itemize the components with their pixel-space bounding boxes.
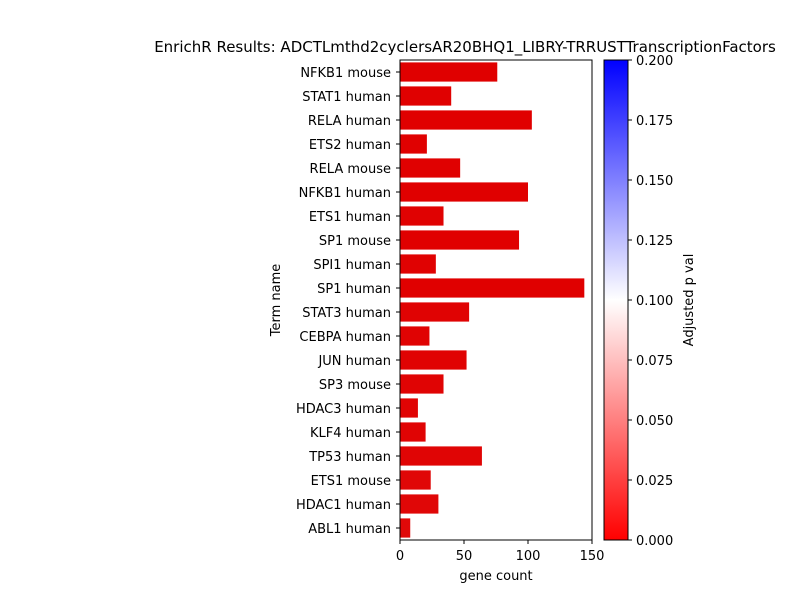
colorbar-tick-label: 0.000 (636, 534, 673, 549)
bar (400, 254, 436, 274)
bar (400, 206, 444, 226)
y-tick-label: SPI1 human (313, 258, 391, 273)
y-tick-label: KLF4 human (310, 426, 391, 441)
bar (400, 398, 418, 418)
y-tick-label: TP53 human (308, 450, 391, 465)
x-tick-label: 50 (456, 549, 473, 564)
bar (400, 470, 431, 490)
y-tick-label: ETS1 mouse (311, 474, 391, 489)
colorbar-tick-label: 0.125 (636, 234, 673, 249)
y-tick-label: JUN human (317, 354, 391, 369)
x-axis-ticks: 0 50 100 150 (396, 540, 605, 564)
y-tick-label: RELA human (308, 114, 391, 129)
x-tick-label: 150 (580, 549, 605, 564)
y-axis-ticks: NFKB1 mouse STAT1 human RELA human ETS2 hum… (296, 66, 400, 537)
colorbar-tick-label: 0.100 (636, 294, 673, 309)
bar (400, 422, 426, 442)
bar (400, 518, 411, 538)
bar (400, 182, 528, 202)
bar (400, 278, 585, 298)
colorbar-tick-label: 0.175 (636, 114, 673, 129)
bar (400, 230, 520, 250)
bar (400, 374, 444, 394)
colorbar-tick-label: 0.050 (636, 414, 673, 429)
y-axis-label: Term name (269, 264, 284, 338)
y-tick-label: ETS2 human (309, 138, 391, 153)
y-tick-label: STAT1 human (302, 90, 391, 105)
y-tick-label: RELA mouse (310, 162, 391, 177)
colorbar (603, 59, 629, 541)
bar (400, 110, 532, 130)
bar (400, 446, 482, 466)
y-tick-label: SP1 human (317, 282, 391, 297)
y-tick-label: SP1 mouse (319, 234, 391, 249)
colorbar-tick-label: 0.200 (636, 54, 673, 69)
x-tick-label: 100 (516, 549, 541, 564)
colorbar-tick-label: 0.075 (636, 354, 673, 369)
colorbar-label: Adjusted p val (682, 254, 697, 347)
colorbar-tick-label: 0.150 (636, 174, 673, 189)
bar (400, 86, 452, 106)
y-tick-label: ABL1 human (308, 522, 391, 537)
bars (400, 62, 585, 538)
bar (400, 62, 498, 82)
y-tick-label: SP3 mouse (319, 378, 391, 393)
x-tick-label: 0 (396, 549, 404, 564)
y-tick-label: STAT3 human (302, 306, 391, 321)
chart-title: EnrichR Results: ADCTLmthd2cyclersAR20BH… (154, 38, 776, 57)
bar (400, 158, 461, 178)
y-tick-label: NFKB1 human (299, 186, 391, 201)
x-axis-label: gene count (459, 569, 532, 584)
y-tick-label: NFKB1 mouse (300, 66, 391, 81)
bar (400, 494, 439, 514)
y-tick-label: HDAC1 human (296, 498, 391, 513)
bar (400, 350, 467, 370)
plot-frame (399, 59, 593, 541)
colorbar-ticks: 0.000 0.025 0.050 0.075 0.100 0.125 0.150 0.175… (628, 54, 673, 549)
colorbar-tick-label: 0.025 (636, 474, 673, 489)
y-tick-label: ETS1 human (309, 210, 391, 225)
y-tick-label: HDAC3 human (296, 402, 391, 417)
bar (400, 326, 430, 346)
bar (400, 134, 427, 154)
bar (400, 302, 470, 322)
y-tick-label: CEBPA human (299, 330, 391, 345)
